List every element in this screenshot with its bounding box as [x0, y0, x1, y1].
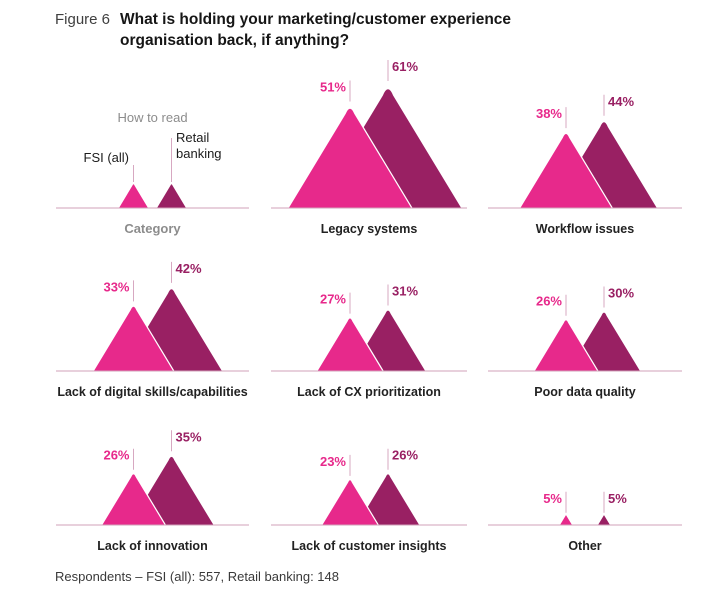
- peak-chart-svg: 27% 31%: [271, 283, 467, 373]
- peak-chart-svg: 23% 26%: [271, 448, 467, 527]
- fsi-value-label: 5%: [543, 491, 562, 506]
- peak-chart-svg: 38% 44%: [488, 94, 682, 210]
- category-label: Lack of CX prioritization: [297, 385, 441, 399]
- fsi-value-label: 33%: [103, 279, 129, 294]
- legend-peak-svg: [56, 138, 249, 209]
- fsi-peak: [316, 317, 384, 373]
- chart-cell-lack-of-digital-skills-capabilities: 33% 42% Lack of digital skills/capabilitie…: [55, 201, 250, 406]
- fsi-peak: [92, 305, 175, 373]
- peak-chart-svg: 26% 30%: [488, 286, 682, 373]
- chart-cell-legacy-systems: 51% 61% Legacy systems: [270, 38, 468, 243]
- fsi-value-label: 51%: [320, 79, 346, 94]
- fsi-peak: [533, 319, 599, 373]
- category-label: Lack of digital skills/capabilities: [57, 385, 248, 399]
- retail-value-label: 5%: [608, 491, 627, 506]
- fsi-peak: [287, 107, 413, 210]
- chart-cell-workflow-issues: 38% 44% Workflow issues: [487, 38, 683, 243]
- fsi-value-label: 26%: [103, 448, 129, 463]
- fsi-peak: [101, 473, 166, 527]
- peak-chart-svg: 33% 42%: [56, 261, 249, 373]
- category-label: Workflow issues: [535, 222, 635, 236]
- chart-cell-other: 5% 5% Other: [487, 355, 683, 560]
- retail-value-label: 61%: [392, 59, 418, 74]
- retail-value-label: 35%: [176, 429, 202, 444]
- retail-value-label: 26%: [392, 448, 418, 463]
- legend-retail-label: Retail banking: [176, 130, 222, 161]
- peak-chart-svg: 5% 5%: [488, 491, 682, 527]
- retail-banking-peak: [598, 515, 610, 525]
- category-label: Other: [568, 539, 602, 553]
- category-label: Lack of customer insights: [291, 539, 447, 553]
- legend-retail-peak: [157, 184, 186, 208]
- figure-label: Figure 6: [55, 11, 111, 28]
- fsi-peak: [519, 132, 613, 210]
- legend-fsi-label: FSI (all): [83, 150, 130, 165]
- legend-cell: How to read FSI (all) Retail banking Catego…: [55, 38, 250, 243]
- category-label: Lack of innovation: [97, 539, 208, 553]
- fsi-peak: [321, 479, 379, 527]
- peak-chart-svg: 26% 35%: [56, 429, 249, 527]
- fsi-value-label: 27%: [320, 292, 346, 307]
- retail-value-label: 30%: [608, 286, 634, 301]
- fsi-value-label: 38%: [536, 106, 562, 121]
- retail-banking-peak: [356, 474, 420, 525]
- fsi-value-label: 23%: [320, 454, 346, 469]
- legend-heading: How to read: [117, 110, 188, 125]
- fsi-peak: [558, 514, 574, 527]
- figure-title: What is holding your marketing/customer …: [120, 11, 512, 49]
- chart-cell-lack-of-innovation: 26% 35% Lack of innovation: [55, 355, 250, 560]
- chart-cell-lack-of-cx-prioritization: 27% 31% Lack of CX prioritization: [270, 201, 468, 406]
- legend-category-label: Category: [124, 221, 181, 236]
- chart-cell-lack-of-customer-insights: 23% 26% Lack of customer insights: [270, 355, 468, 560]
- category-label: Legacy systems: [320, 222, 418, 236]
- retail-value-label: 42%: [176, 261, 202, 276]
- respondents-footnote: Respondents – FSI (all): 557, Retail ban…: [55, 569, 340, 584]
- peak-chart-svg: 51% 61%: [271, 59, 467, 210]
- retail-value-label: 31%: [392, 283, 418, 298]
- chart-cell-poor-data-quality: 26% 30% Poor data quality: [487, 201, 683, 406]
- legend-fsi-peak: [119, 184, 148, 208]
- retail-value-label: 44%: [608, 94, 634, 109]
- category-label: Poor data quality: [534, 385, 636, 399]
- fsi-value-label: 26%: [536, 294, 562, 309]
